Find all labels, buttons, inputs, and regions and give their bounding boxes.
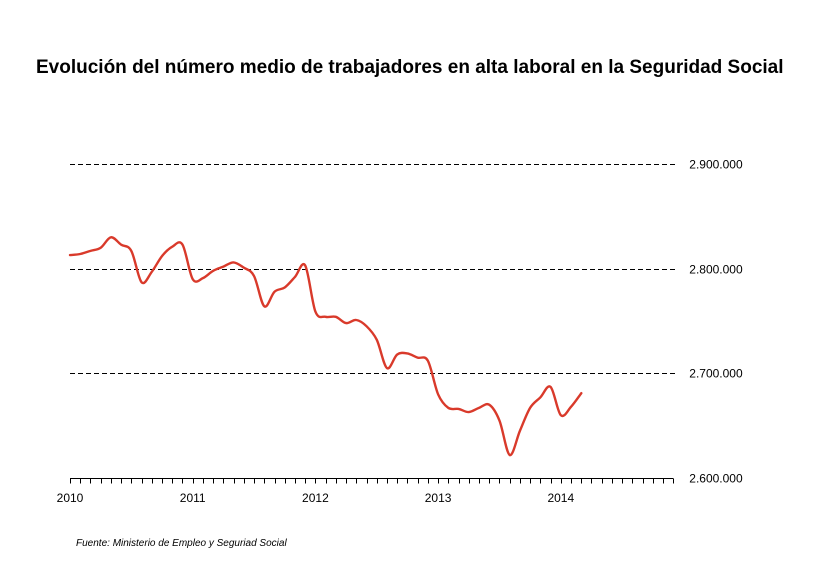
x-axis: 2010 2011 2012 2013 2014 xyxy=(57,478,674,505)
y-tick-label: 2.700.000 xyxy=(689,367,743,381)
x-tick-label: 2013 xyxy=(425,491,452,505)
y-tick-label: 2.900.000 xyxy=(689,158,743,172)
y-axis: 2.600.000 2.700.000 2.800.000 2.900.000 xyxy=(689,158,743,486)
x-tick-label: 2010 xyxy=(57,491,84,505)
x-tick-label: 2012 xyxy=(302,491,329,505)
series-group xyxy=(68,236,583,457)
x-tick-label: 2011 xyxy=(180,491,206,505)
source-note: Fuente: Ministerio de Empleo y Seguriad … xyxy=(76,538,287,549)
x-tick-label: 2014 xyxy=(547,491,574,505)
gridlines xyxy=(70,164,676,374)
chart-title: Evolución del número medio de trabajador… xyxy=(36,57,784,78)
y-tick-label: 2.800.000 xyxy=(689,263,743,277)
y-tick-label: 2.600.000 xyxy=(689,472,743,486)
